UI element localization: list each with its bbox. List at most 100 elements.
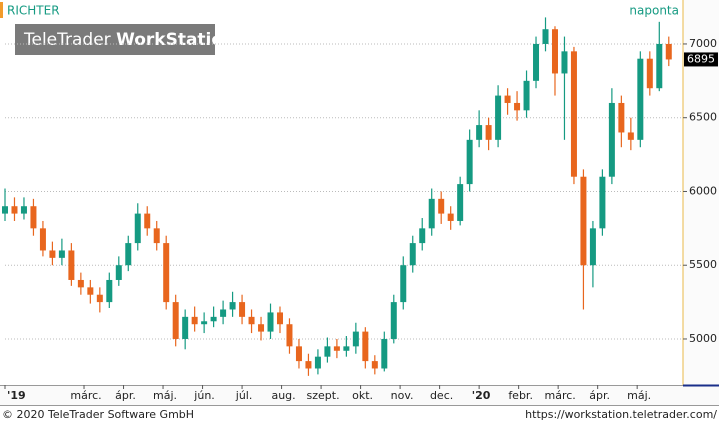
candle-body: [20, 206, 27, 214]
candle-body: [447, 213, 454, 221]
candle-body: [551, 29, 558, 74]
bottom-axis-bg: [0, 386, 719, 405]
x-tick-label: febr.: [508, 389, 533, 402]
candle-body: [466, 139, 473, 185]
candle-body: [504, 95, 511, 103]
chart-title: RICHTER: [7, 4, 60, 18]
x-tick-label: '20: [472, 389, 491, 402]
y-tick-label: 5500: [689, 258, 717, 271]
candle-body: [646, 58, 653, 89]
candle-body: [144, 213, 151, 229]
candle-body: [172, 302, 179, 339]
candle-body: [134, 213, 141, 244]
candle-body: [305, 361, 312, 369]
candle-body: [58, 250, 65, 258]
candle-body: [637, 58, 644, 140]
candle-body: [656, 43, 663, 89]
title-marker: [0, 2, 3, 18]
x-tick-label: aug.: [271, 389, 295, 402]
candle-body: [570, 51, 577, 177]
candle-body: [324, 346, 331, 357]
watermark-part: TeleTrader: [23, 30, 111, 50]
footer-right: https://workstation.teletrader.com/: [525, 408, 717, 421]
candle-body: [39, 228, 46, 251]
x-tick-label: márc.: [545, 389, 576, 402]
candle-body: [438, 198, 445, 214]
candle-body: [627, 132, 634, 140]
candle-body: [68, 250, 75, 280]
x-tick-label: nov.: [391, 389, 414, 402]
candle-body: [665, 43, 672, 60]
y-tick-label: 6500: [689, 111, 717, 124]
candle-body: [428, 198, 435, 229]
last-value-box: [684, 52, 718, 67]
candle-body: [239, 302, 246, 317]
candle-body: [295, 346, 302, 362]
candle-body: [618, 102, 625, 133]
x-tick-label: máj.: [153, 389, 177, 402]
y-tick-label: 6000: [689, 184, 717, 197]
candle-body: [608, 102, 615, 177]
candle-body: [115, 265, 122, 280]
candle-body: [561, 51, 568, 74]
x-tick-label: júl.: [235, 389, 253, 402]
candle-body: [210, 316, 217, 322]
candle-body: [314, 356, 321, 369]
candle-body: [400, 265, 407, 303]
candle-body: [182, 316, 189, 339]
candle-body: [381, 338, 388, 369]
x-tick-label: ápr.: [589, 389, 610, 402]
candle-body: [201, 321, 208, 325]
candle-body: [276, 312, 283, 325]
footer-left: © 2020 TeleTrader Software GmbH: [2, 408, 194, 421]
candle-body: [106, 279, 113, 303]
y-tick-label: 5000: [689, 332, 717, 345]
candle-body: [533, 43, 540, 81]
candle-body: [153, 228, 160, 244]
candle-body: [485, 125, 492, 140]
candle-body: [390, 302, 397, 339]
candle-body: [11, 206, 18, 214]
candle-body: [589, 228, 596, 266]
candle-body: [514, 102, 521, 111]
x-tick-label: szept.: [307, 389, 340, 402]
candle-body: [457, 184, 464, 221]
x-tick-label: máj.: [627, 389, 651, 402]
candle-body: [258, 324, 265, 332]
x-tick-label: márc.: [70, 389, 101, 402]
x-tick-label: okt.: [352, 389, 373, 402]
candle-body: [87, 287, 94, 295]
candle-body: [419, 228, 426, 244]
interval-label: naponta: [629, 4, 679, 18]
candle-body: [476, 125, 483, 140]
watermark-box: [15, 24, 215, 55]
candle-body: [77, 279, 84, 288]
candle-body: [371, 361, 378, 369]
candle-body: [409, 243, 416, 266]
candle-body: [523, 80, 530, 111]
candle-body: [495, 95, 502, 140]
candle-body: [191, 316, 198, 325]
candle-body: [542, 29, 549, 44]
x-tick-label: jún.: [193, 389, 215, 402]
candle-body: [220, 309, 227, 317]
candle-body: [2, 206, 8, 214]
candle-body: [362, 331, 369, 362]
candle-body: [30, 206, 37, 229]
watermark: TeleTrader WorkStation: [23, 30, 235, 50]
candle-body: [343, 346, 350, 351]
x-tick-label: '19: [7, 389, 26, 402]
x-tick-label: dec.: [430, 389, 453, 402]
candle-body: [229, 302, 236, 310]
last-value-label: 6895: [687, 52, 715, 65]
candle-body: [125, 243, 132, 266]
candle-body: [599, 176, 606, 229]
candle-body: [96, 294, 103, 303]
y-tick-label: 7000: [689, 37, 717, 50]
candle-body: [49, 250, 56, 258]
candle-body: [267, 312, 274, 332]
watermark-part: WorkStation: [116, 30, 235, 50]
candle-body: [286, 324, 293, 347]
